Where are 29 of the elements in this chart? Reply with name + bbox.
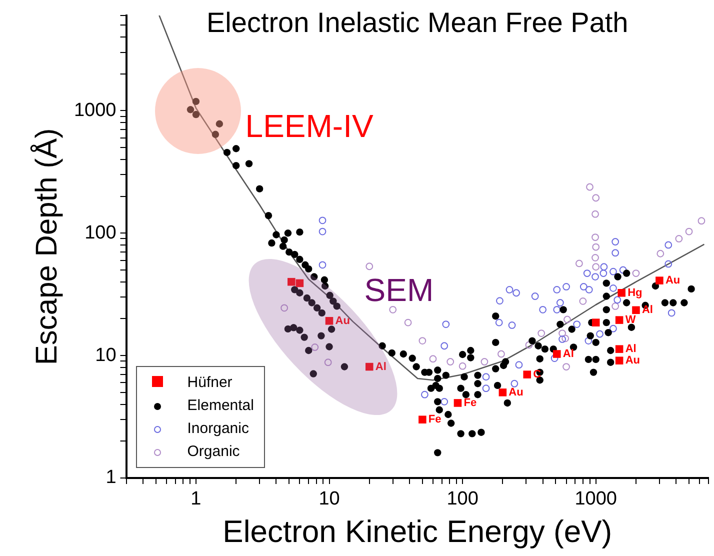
x-tick-label: 1000 bbox=[574, 488, 617, 510]
annotation: Au bbox=[625, 354, 640, 367]
x-tick-label: 100 bbox=[446, 488, 478, 510]
y-axis-title: Escape Depth (Å) bbox=[29, 128, 64, 366]
y-tick-label: 1 bbox=[106, 467, 116, 488]
x-tick-label: 10 bbox=[318, 488, 340, 510]
annotation: LEEM-IV bbox=[245, 108, 374, 144]
y-tick-label: 100 bbox=[84, 222, 116, 244]
legend-label: Hüfner bbox=[187, 373, 232, 393]
annotation: Hg bbox=[628, 286, 642, 299]
x-tick-label: 1 bbox=[190, 488, 202, 510]
annotation: Fe bbox=[428, 414, 442, 426]
legend-label: Inorganic bbox=[187, 419, 249, 439]
annotation: W bbox=[625, 314, 636, 326]
x-axis-title: Electron Kinetic Energy (eV) bbox=[222, 514, 612, 549]
y-tick-label: 10 bbox=[95, 344, 116, 366]
annotation: Al bbox=[562, 348, 574, 360]
annotation: SEM bbox=[364, 272, 434, 308]
legend-label: Elemental bbox=[187, 396, 254, 416]
annotation: Al bbox=[375, 360, 386, 373]
legend-label: Organic bbox=[187, 442, 240, 462]
annotation: Al bbox=[625, 343, 636, 356]
annotation: Au bbox=[665, 274, 680, 287]
annotation: Fe bbox=[464, 397, 477, 409]
chart-title: Electron Inelastic Mean Free Path bbox=[205, 7, 630, 40]
annotation: Au bbox=[335, 314, 350, 327]
annotation: Au bbox=[508, 386, 524, 398]
y-tick-label: 1000 bbox=[74, 100, 116, 121]
annotation: Al bbox=[642, 304, 653, 316]
